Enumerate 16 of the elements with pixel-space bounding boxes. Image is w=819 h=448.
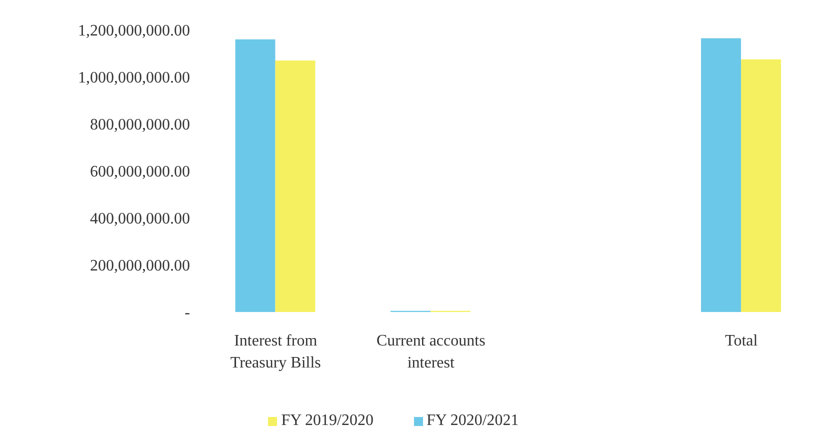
- bar: [235, 39, 276, 312]
- y-tick-label: -: [184, 304, 190, 322]
- bar: [741, 59, 782, 312]
- x-tick-label: Interest from Treasury Bills: [230, 332, 321, 372]
- y-tick-label: 400,000,000.00: [90, 210, 190, 228]
- y-tick-label: 200,000,000.00: [90, 258, 190, 275]
- y-tick-label: 1,000,000,000.00: [78, 70, 190, 87]
- bar: [275, 60, 316, 312]
- bar: [701, 38, 742, 312]
- legend-label: FY 2019/2020: [281, 412, 374, 429]
- x-tick-label: Total: [725, 332, 758, 350]
- y-tick-label: 600,000,000.00: [90, 164, 190, 181]
- y-tick-label: 800,000,000.00: [90, 116, 190, 134]
- y-tick-label: 1,200,000,000.00: [78, 22, 190, 40]
- legend-label: FY 2020/2021: [426, 412, 519, 429]
- x-tick-label: Current accounts interest: [376, 332, 486, 372]
